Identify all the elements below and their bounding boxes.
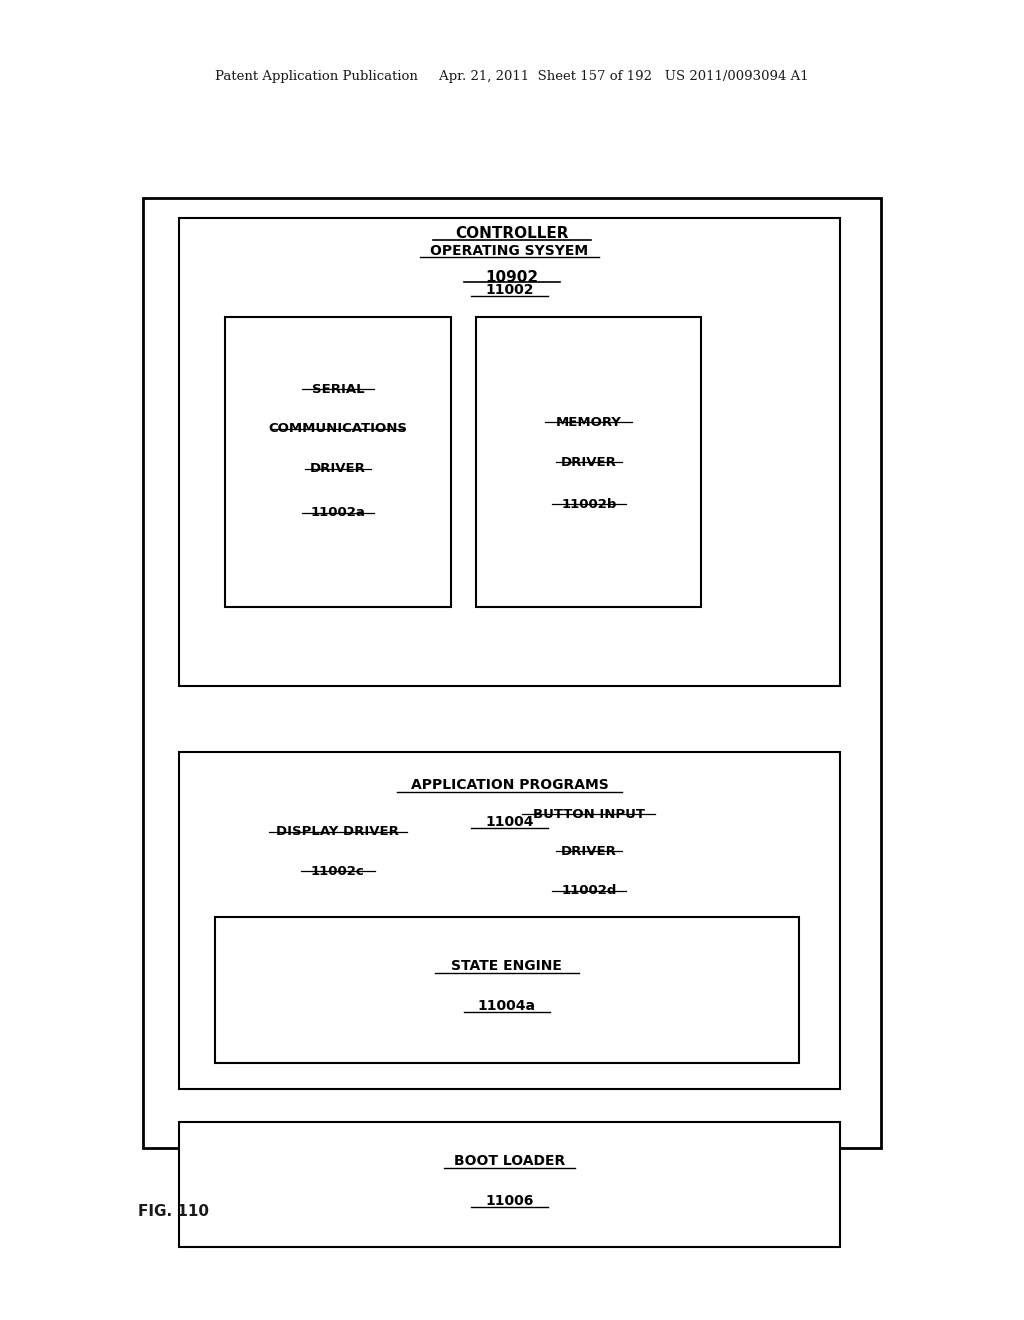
- Text: DRIVER: DRIVER: [561, 845, 616, 858]
- Text: CONTROLLER: CONTROLLER: [456, 226, 568, 242]
- Text: 11002d: 11002d: [561, 884, 616, 898]
- Text: STATE ENGINE: STATE ENGINE: [452, 960, 562, 973]
- Text: DISPLAY DRIVER: DISPLAY DRIVER: [276, 825, 399, 838]
- FancyBboxPatch shape: [215, 917, 799, 1063]
- FancyBboxPatch shape: [179, 218, 840, 686]
- Text: DRIVER: DRIVER: [310, 462, 366, 475]
- Text: 11002a: 11002a: [310, 506, 366, 519]
- Text: COMMUNICATIONS: COMMUNICATIONS: [268, 422, 408, 436]
- Text: 10902: 10902: [485, 269, 539, 285]
- Text: DRIVER: DRIVER: [561, 455, 616, 469]
- Text: 11002: 11002: [485, 284, 534, 297]
- FancyBboxPatch shape: [179, 752, 840, 1089]
- Text: 11006: 11006: [485, 1193, 534, 1208]
- Text: BOOT LOADER: BOOT LOADER: [454, 1154, 565, 1168]
- FancyBboxPatch shape: [476, 317, 701, 607]
- FancyBboxPatch shape: [179, 1122, 840, 1247]
- Text: MEMORY: MEMORY: [556, 416, 622, 429]
- Text: OPERATING SYSYEM: OPERATING SYSYEM: [430, 244, 589, 257]
- Text: 11004: 11004: [485, 816, 534, 829]
- Text: 11002b: 11002b: [561, 498, 616, 511]
- Text: BUTTON INPUT: BUTTON INPUT: [532, 808, 645, 821]
- Text: APPLICATION PROGRAMS: APPLICATION PROGRAMS: [411, 779, 608, 792]
- FancyBboxPatch shape: [225, 317, 451, 607]
- FancyBboxPatch shape: [225, 759, 451, 944]
- FancyBboxPatch shape: [476, 759, 701, 944]
- Text: SERIAL: SERIAL: [311, 383, 365, 396]
- Text: 11004a: 11004a: [478, 999, 536, 1012]
- Text: Patent Application Publication     Apr. 21, 2011  Sheet 157 of 192   US 2011/009: Patent Application Publication Apr. 21, …: [215, 70, 809, 83]
- Text: FIG. 110: FIG. 110: [138, 1204, 209, 1220]
- FancyBboxPatch shape: [143, 198, 881, 1148]
- Text: 11002c: 11002c: [311, 865, 365, 878]
